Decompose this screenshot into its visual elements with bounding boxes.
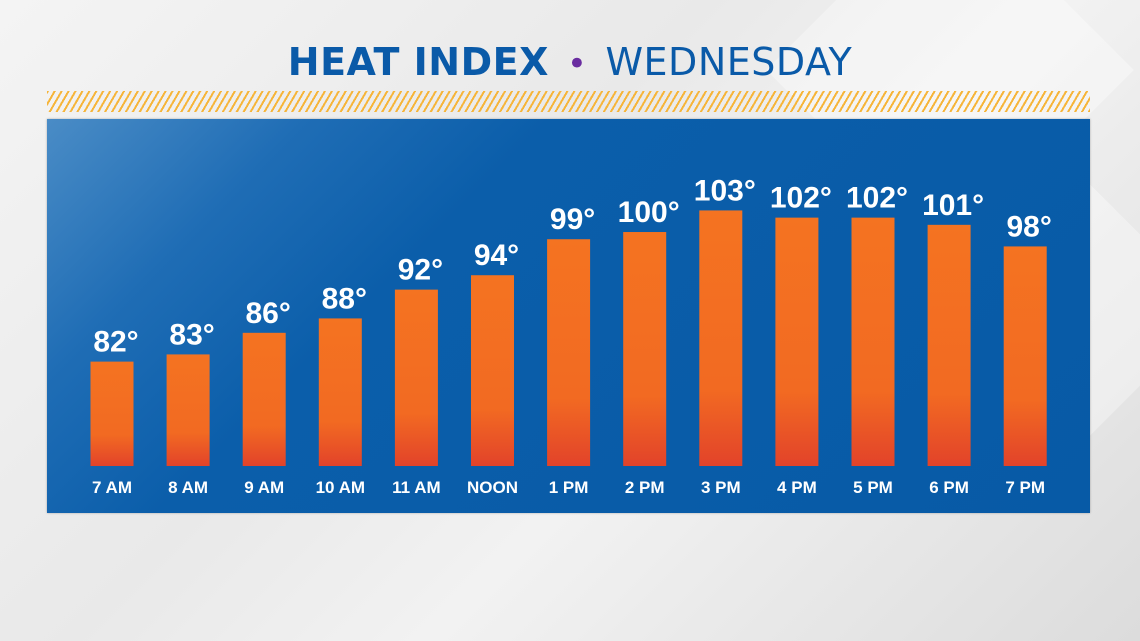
category-label-12: 7 PM xyxy=(1005,478,1045,497)
bar-2 xyxy=(242,332,286,466)
category-label-6: 1 PM xyxy=(549,478,589,497)
value-label-8: 103° xyxy=(694,174,756,207)
category-label-1: 8 AM xyxy=(168,478,208,497)
category-label-5: NOON xyxy=(467,478,518,497)
category-label-3: 10 AM xyxy=(316,478,365,497)
bar-4 xyxy=(394,289,438,466)
value-label-7: 100° xyxy=(618,196,680,229)
bar-5 xyxy=(471,275,514,466)
value-label-3: 88° xyxy=(322,282,367,315)
category-label-0: 7 AM xyxy=(92,478,132,497)
value-label-9: 102° xyxy=(770,182,832,215)
value-label-2: 86° xyxy=(246,297,291,330)
bar-6 xyxy=(547,239,591,466)
value-label-10: 102° xyxy=(846,182,908,215)
value-label-5: 94° xyxy=(474,239,519,272)
bar-8 xyxy=(699,210,743,466)
bar-9 xyxy=(775,217,819,466)
value-label-11: 101° xyxy=(922,189,984,222)
value-label-1: 83° xyxy=(169,318,214,351)
bar-11 xyxy=(927,224,971,466)
category-label-7: 2 PM xyxy=(625,478,665,497)
category-label-9: 4 PM xyxy=(777,478,817,497)
value-label-6: 99° xyxy=(550,203,595,236)
category-label-4: 11 AM xyxy=(392,478,441,497)
category-label-11: 6 PM xyxy=(929,478,969,497)
value-label-12: 98° xyxy=(1007,210,1052,243)
bar-10 xyxy=(851,217,895,466)
bar-7 xyxy=(623,232,667,466)
bar-1 xyxy=(166,354,210,466)
value-label-4: 92° xyxy=(398,254,443,287)
title-day: WEDNESDAY xyxy=(605,40,853,84)
value-label-0: 82° xyxy=(93,326,138,359)
bar-0 xyxy=(90,361,134,466)
category-label-2: 9 AM xyxy=(244,478,284,497)
chart-title: HEAT INDEX • WEDNESDAY xyxy=(0,40,1140,84)
title-main: HEAT INDEX xyxy=(287,40,549,84)
decorative-stripe-band xyxy=(47,91,1090,112)
category-label-10: 5 PM xyxy=(853,478,893,497)
category-label-8: 3 PM xyxy=(701,478,741,497)
title-separator: • xyxy=(566,44,588,84)
bar-12 xyxy=(1003,246,1047,466)
bar-3 xyxy=(318,318,362,466)
